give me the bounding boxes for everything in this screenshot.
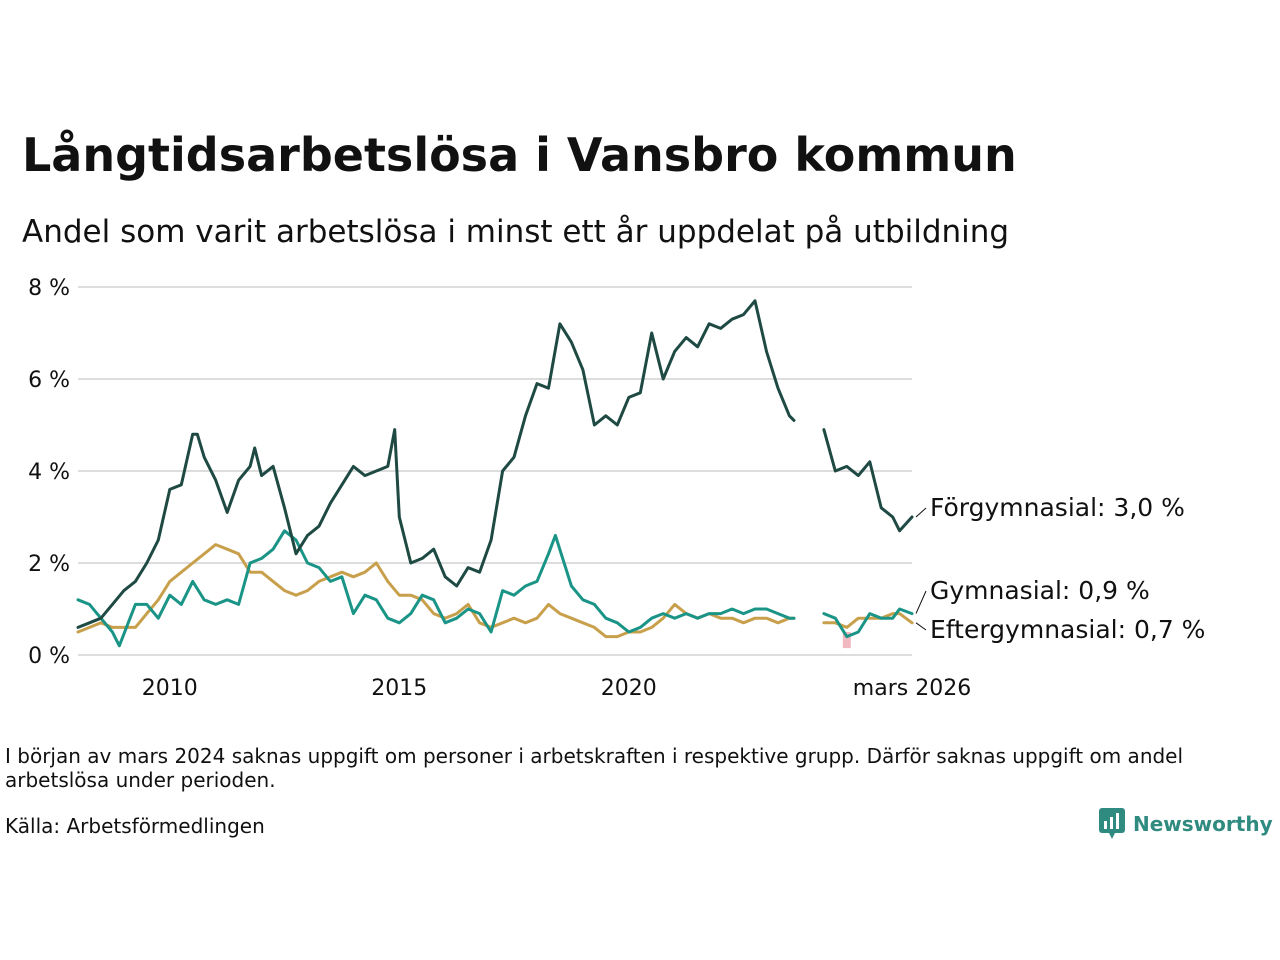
series-line-gymnasial xyxy=(78,531,912,646)
footnote: I början av mars 2024 saknas uppgift om … xyxy=(5,744,1260,792)
x-tick-label: 2010 xyxy=(142,676,198,701)
newsworthy-logo-icon xyxy=(1099,808,1125,840)
series-labels: Förgymnasial: 3,0 % Gymnasial: 0,9 % Efter… xyxy=(916,493,1205,644)
label-leader-gymnasial xyxy=(916,591,926,614)
y-tick-label: 2 % xyxy=(28,552,70,577)
series-label-eftergymnasial: Eftergymnasial: 0,7 % xyxy=(930,615,1205,644)
newsworthy-logo: Newsworthy xyxy=(1099,808,1273,840)
newsworthy-logo-text: Newsworthy xyxy=(1133,812,1273,836)
y-tick-label: 0 % xyxy=(28,644,70,669)
series-lines xyxy=(78,301,912,648)
label-leader-forgymnasial xyxy=(916,508,926,517)
series-label-gymnasial: Gymnasial: 0,9 % xyxy=(930,576,1150,605)
line-chart: 0 % 2 % 4 % 6 % 8 % 2010 2015 2020 mars 2026 Fö… xyxy=(0,0,1280,720)
x-axis: 2010 2015 2020 mars 2026 xyxy=(142,676,971,701)
x-tick-label: mars 2026 xyxy=(853,676,971,701)
series-line-forgymnasial xyxy=(78,301,912,628)
label-leader-eftergymnasial xyxy=(916,623,926,630)
y-tick-label: 6 % xyxy=(28,368,70,393)
source-text: Källa: Arbetsförmedlingen xyxy=(5,814,265,838)
y-tick-label: 4 % xyxy=(28,460,70,485)
y-axis: 0 % 2 % 4 % 6 % 8 % xyxy=(28,276,70,669)
x-tick-label: 2020 xyxy=(601,676,657,701)
y-tick-label: 8 % xyxy=(28,276,70,301)
x-tick-label: 2015 xyxy=(371,676,427,701)
series-label-forgymnasial: Förgymnasial: 3,0 % xyxy=(930,493,1185,522)
